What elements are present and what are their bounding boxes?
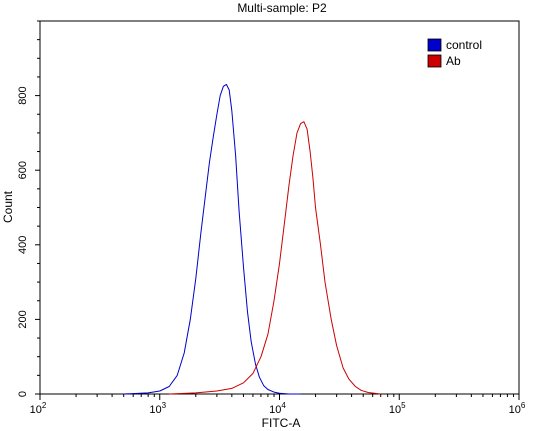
x-tick-label: 103 [149,401,166,416]
x-tick-label: 106 [509,401,526,416]
plot-area [39,20,520,395]
y-axis-ticks: 0 200 400 600 800 [17,20,40,397]
y-tick-label: 800 [17,86,29,104]
legend-swatch-control [427,38,442,52]
y-tick-label: 200 [17,310,29,328]
legend-label-control: control [446,38,482,52]
y-axis-title: Count [1,190,15,223]
x-axis-title: FITC-A [262,416,301,430]
series-line-control [123,83,301,395]
x-tick-label: 104 [269,401,286,416]
x-tick-label: 105 [389,401,406,416]
series-line-ab [169,121,381,395]
x-tick-label: 102 [30,401,47,416]
legend-swatch-ab [427,54,442,68]
y-tick-label: 400 [17,236,29,254]
y-tick-label: 600 [17,161,29,179]
y-tick-label: 0 [17,391,29,397]
x-axis-ticks: 102 103 104 105 106 [30,394,526,416]
legend-label-ab: Ab [446,54,461,68]
legend: control Ab [427,38,482,68]
chart-title: Multi-sample: P2 [237,1,327,15]
series-layer [123,83,381,395]
